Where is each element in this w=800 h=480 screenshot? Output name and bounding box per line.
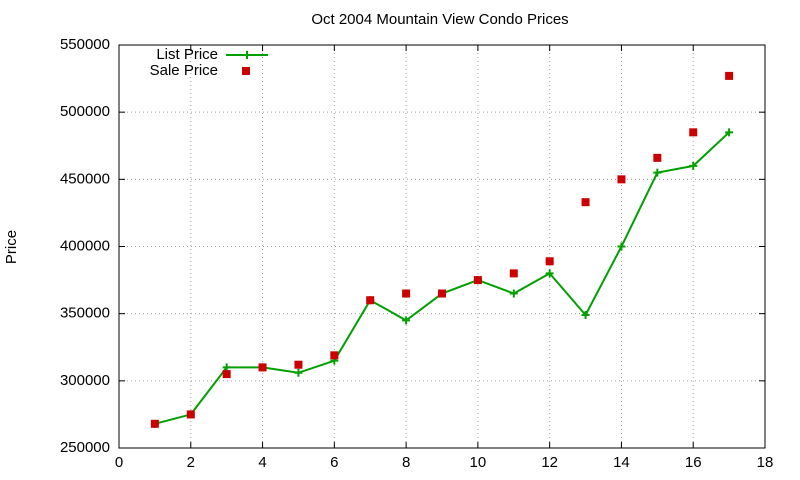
point bbox=[222, 363, 231, 372]
y-tick-label: 400000 bbox=[60, 237, 110, 254]
y-tick-label: 500000 bbox=[60, 103, 110, 120]
legend-label: List Price bbox=[156, 46, 218, 63]
point bbox=[689, 128, 698, 137]
x-tick-label: 8 bbox=[402, 454, 410, 471]
y-tick-label: 550000 bbox=[60, 36, 110, 53]
point bbox=[725, 71, 734, 80]
point bbox=[222, 370, 231, 379]
point bbox=[186, 410, 195, 419]
x-tick-label: 10 bbox=[470, 454, 487, 471]
point bbox=[617, 175, 626, 184]
legend-swatch bbox=[243, 51, 251, 59]
x-tick-label: 2 bbox=[187, 454, 195, 471]
point bbox=[258, 363, 267, 372]
chart-title: Oct 2004 Mountain View Condo Prices bbox=[311, 11, 568, 28]
y-tick-label: 250000 bbox=[60, 439, 110, 456]
point bbox=[653, 168, 662, 177]
legend-label: Sale Price bbox=[150, 62, 218, 79]
point bbox=[545, 257, 554, 266]
x-tick-label: 0 bbox=[115, 454, 123, 471]
point bbox=[617, 242, 626, 251]
point bbox=[653, 153, 662, 162]
point bbox=[581, 311, 590, 320]
x-tick-label: 18 bbox=[757, 454, 774, 471]
point bbox=[509, 289, 518, 298]
y-axis-label: Price bbox=[3, 230, 20, 264]
x-tick-label: 6 bbox=[330, 454, 338, 471]
point bbox=[581, 198, 590, 207]
point bbox=[689, 161, 698, 170]
point bbox=[294, 368, 303, 377]
y-tick-label: 300000 bbox=[60, 372, 110, 389]
point bbox=[438, 289, 446, 298]
x-tick-label: 16 bbox=[685, 454, 702, 471]
point bbox=[473, 276, 482, 285]
x-tick-label: 14 bbox=[613, 454, 630, 471]
point bbox=[725, 128, 734, 137]
y-tick-label: 450000 bbox=[60, 170, 110, 187]
plot-frame bbox=[118, 44, 766, 449]
series-line bbox=[154, 131, 730, 425]
x-tick-label: 12 bbox=[541, 454, 558, 471]
point bbox=[330, 351, 339, 360]
point bbox=[294, 360, 303, 369]
y-tick-label: 350000 bbox=[60, 305, 110, 322]
point bbox=[402, 316, 411, 325]
point bbox=[366, 296, 375, 305]
x-tick-label: 4 bbox=[258, 454, 266, 471]
point bbox=[402, 289, 411, 298]
legend-swatch bbox=[242, 67, 250, 75]
point bbox=[150, 419, 159, 428]
point bbox=[545, 269, 554, 278]
point bbox=[509, 269, 518, 278]
